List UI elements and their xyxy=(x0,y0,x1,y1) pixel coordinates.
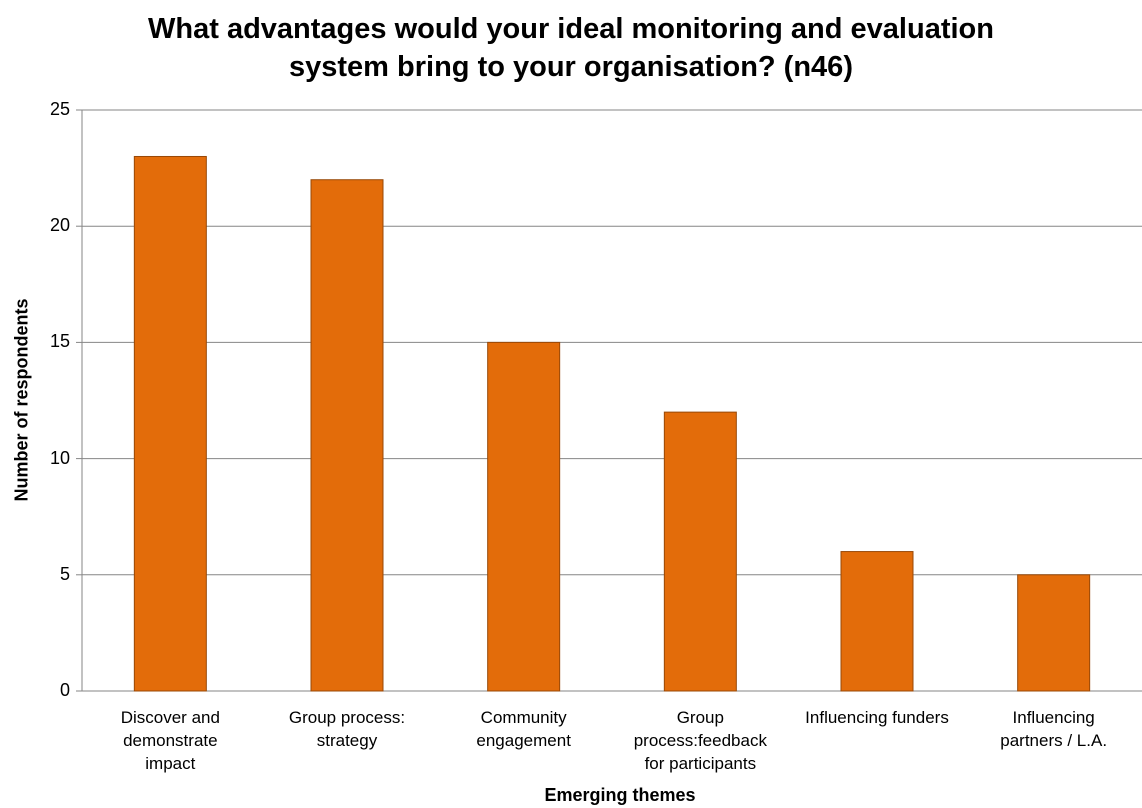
x-category-label: Discover and demonstrate impact xyxy=(75,706,265,775)
x-category-label-line: impact xyxy=(145,754,196,773)
x-category-label-line: Community xyxy=(480,708,567,727)
x-axis-label: Emerging themes xyxy=(544,785,696,805)
bar-0 xyxy=(133,155,207,692)
x-category-label-line: partners / L.A. xyxy=(1000,731,1108,750)
chart-title-line-2: system bring to your organisation? (n46) xyxy=(289,51,853,83)
x-category-label: Community engagement xyxy=(429,706,619,752)
y-tick-label: 25 xyxy=(49,99,70,119)
y-axis-label: Number of respondents xyxy=(11,298,32,502)
y-tick-label: 10 xyxy=(49,447,70,468)
x-category-label: Group process:feedback for participants xyxy=(605,706,795,775)
x-category-label: Influencing partners / L.A. xyxy=(959,706,1142,752)
x-category-label: Group process: strategy xyxy=(252,706,442,752)
x-category-label-line: process:feedback xyxy=(633,731,767,750)
x-category-label-line: Group xyxy=(676,708,724,727)
chart-title: What advantages would your ideal monitor… xyxy=(0,10,1142,86)
bar-2 xyxy=(487,341,561,692)
x-category-label-line: engagement xyxy=(476,731,571,750)
bar-1 xyxy=(310,179,384,692)
chart-title-line-1: What advantages would your ideal monitor… xyxy=(148,13,994,45)
bar-3 xyxy=(663,411,737,692)
x-category-label-line: Influencing xyxy=(1012,708,1095,727)
x-category-label: Influencing funders xyxy=(782,706,972,729)
x-category-label-line: strategy xyxy=(316,731,378,750)
y-tick-label: 0 xyxy=(59,680,70,700)
bar-5 xyxy=(1017,574,1091,692)
x-category-label-line: for participants xyxy=(644,754,757,773)
x-category-label-line: Group process: xyxy=(288,708,406,727)
y-tick-label: 15 xyxy=(49,331,70,352)
y-tick-label: 5 xyxy=(59,563,70,584)
x-category-label-line: demonstrate xyxy=(123,731,218,750)
x-category-label-line: Influencing funders xyxy=(805,708,949,727)
x-category-label-line: Discover and xyxy=(120,708,220,727)
bar-4 xyxy=(840,551,914,692)
y-tick-label: 20 xyxy=(49,215,70,236)
